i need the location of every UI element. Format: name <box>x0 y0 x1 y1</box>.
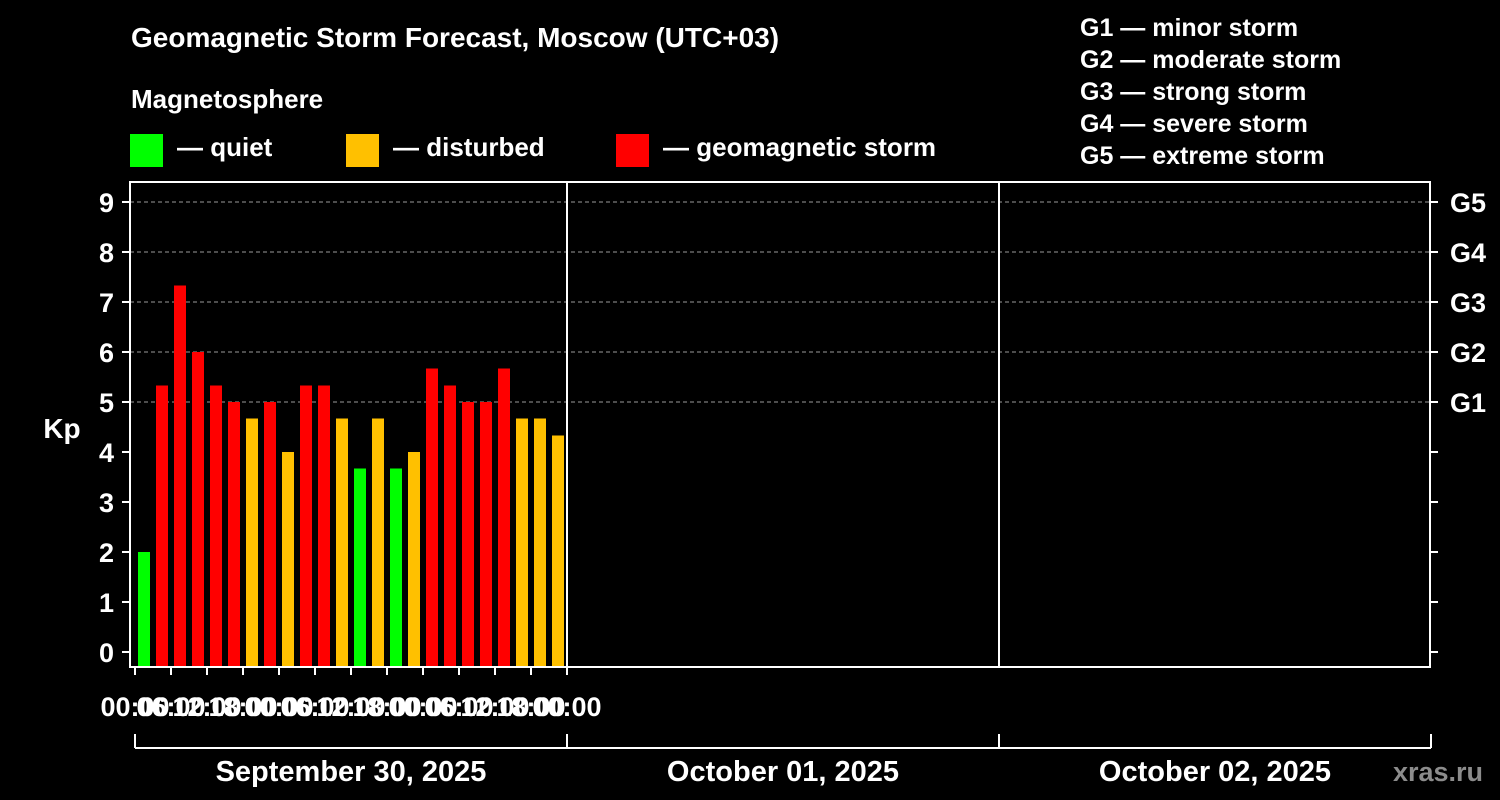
g-scale-label: G1 <box>1450 388 1486 418</box>
x-tick-label: 06:00 <box>424 692 493 722</box>
x-tick-label: 00:00 <box>100 692 169 722</box>
storm-scale-g5: G5 — extreme storm <box>1080 142 1325 170</box>
y-tick-label: 4 <box>99 438 114 468</box>
kp-bar <box>156 385 168 667</box>
legend-heading: Magnetosphere <box>131 84 324 114</box>
x-tick-label: 12:00 <box>460 692 529 722</box>
kp-bar <box>300 385 312 667</box>
x-tick-label: 00:00 <box>244 692 313 722</box>
kp-bar <box>408 452 420 667</box>
kp-bar <box>498 368 510 667</box>
kp-bar <box>282 452 294 667</box>
x-tick-label: 12:00 <box>172 692 241 722</box>
storm-scale-g3: G3 — strong storm <box>1080 78 1307 106</box>
x-tick-label: 00:00 <box>532 692 601 722</box>
kp-bar <box>192 352 204 667</box>
chart-title: Geomagnetic Storm Forecast, Moscow (UTC+… <box>131 22 780 53</box>
kp-bar <box>318 385 330 667</box>
legend-label-quiet: — quiet <box>177 132 273 162</box>
kp-bar <box>174 285 186 667</box>
x-tick-label: 18:00 <box>208 692 277 722</box>
x-tick-label: 18:00 <box>496 692 565 722</box>
legend-swatch-quiet <box>130 134 163 167</box>
legend-label-storm: — geomagnetic storm <box>663 132 937 162</box>
kp-bar <box>534 418 546 667</box>
day-label: October 01, 2025 <box>667 756 899 788</box>
kp-bar <box>264 402 276 667</box>
watermark: xras.ru <box>1393 757 1483 787</box>
y-tick-label: 6 <box>99 338 114 368</box>
legend-swatch-storm <box>616 134 649 167</box>
x-tick-label: 06:00 <box>280 692 349 722</box>
storm-scale-g1: G1 — minor storm <box>1080 14 1299 42</box>
legend-label-disturbed: — disturbed <box>393 132 545 162</box>
legend-swatch-disturbed <box>346 134 379 167</box>
kp-bar <box>390 468 402 667</box>
kp-bar <box>246 418 258 667</box>
kp-bar <box>462 402 474 667</box>
y-tick-label: 7 <box>99 288 114 318</box>
x-tick-label: 18:00 <box>352 692 421 722</box>
kp-bar <box>138 552 150 667</box>
plot-frame <box>129 181 1431 668</box>
y-tick-label: 5 <box>99 388 114 418</box>
x-tick-label: 12:00 <box>316 692 385 722</box>
storm-scale-g2: G2 — moderate storm <box>1080 46 1342 74</box>
kp-bar <box>354 468 366 667</box>
g-scale-label: G4 <box>1450 238 1486 268</box>
day-label: September 30, 2025 <box>216 756 487 788</box>
day-label: October 02, 2025 <box>1099 756 1331 788</box>
storm-scale-g4: G4 — severe storm <box>1080 110 1308 138</box>
y-axis-label: Kp <box>43 413 80 444</box>
y-tick-label: 8 <box>99 238 114 268</box>
g-scale-label: G3 <box>1450 288 1486 318</box>
kp-bar <box>228 402 240 667</box>
y-tick-label: 0 <box>99 638 114 668</box>
y-tick-label: 9 <box>99 188 114 218</box>
y-tick-label: 1 <box>99 588 114 618</box>
g-scale-label: G5 <box>1450 188 1486 218</box>
kp-bar <box>516 418 528 667</box>
kp-bar <box>372 418 384 667</box>
y-tick-label: 3 <box>99 488 114 518</box>
kp-bar <box>336 418 348 667</box>
kp-bar <box>444 385 456 667</box>
g-scale-label: G2 <box>1450 338 1486 368</box>
x-tick-label: 00:00 <box>388 692 457 722</box>
kp-bar <box>480 402 492 667</box>
x-tick-label: 06:00 <box>136 692 205 722</box>
kp-bar <box>552 435 564 667</box>
kp-bar <box>426 368 438 667</box>
y-tick-label: 2 <box>99 538 114 568</box>
kp-bar <box>210 385 222 667</box>
